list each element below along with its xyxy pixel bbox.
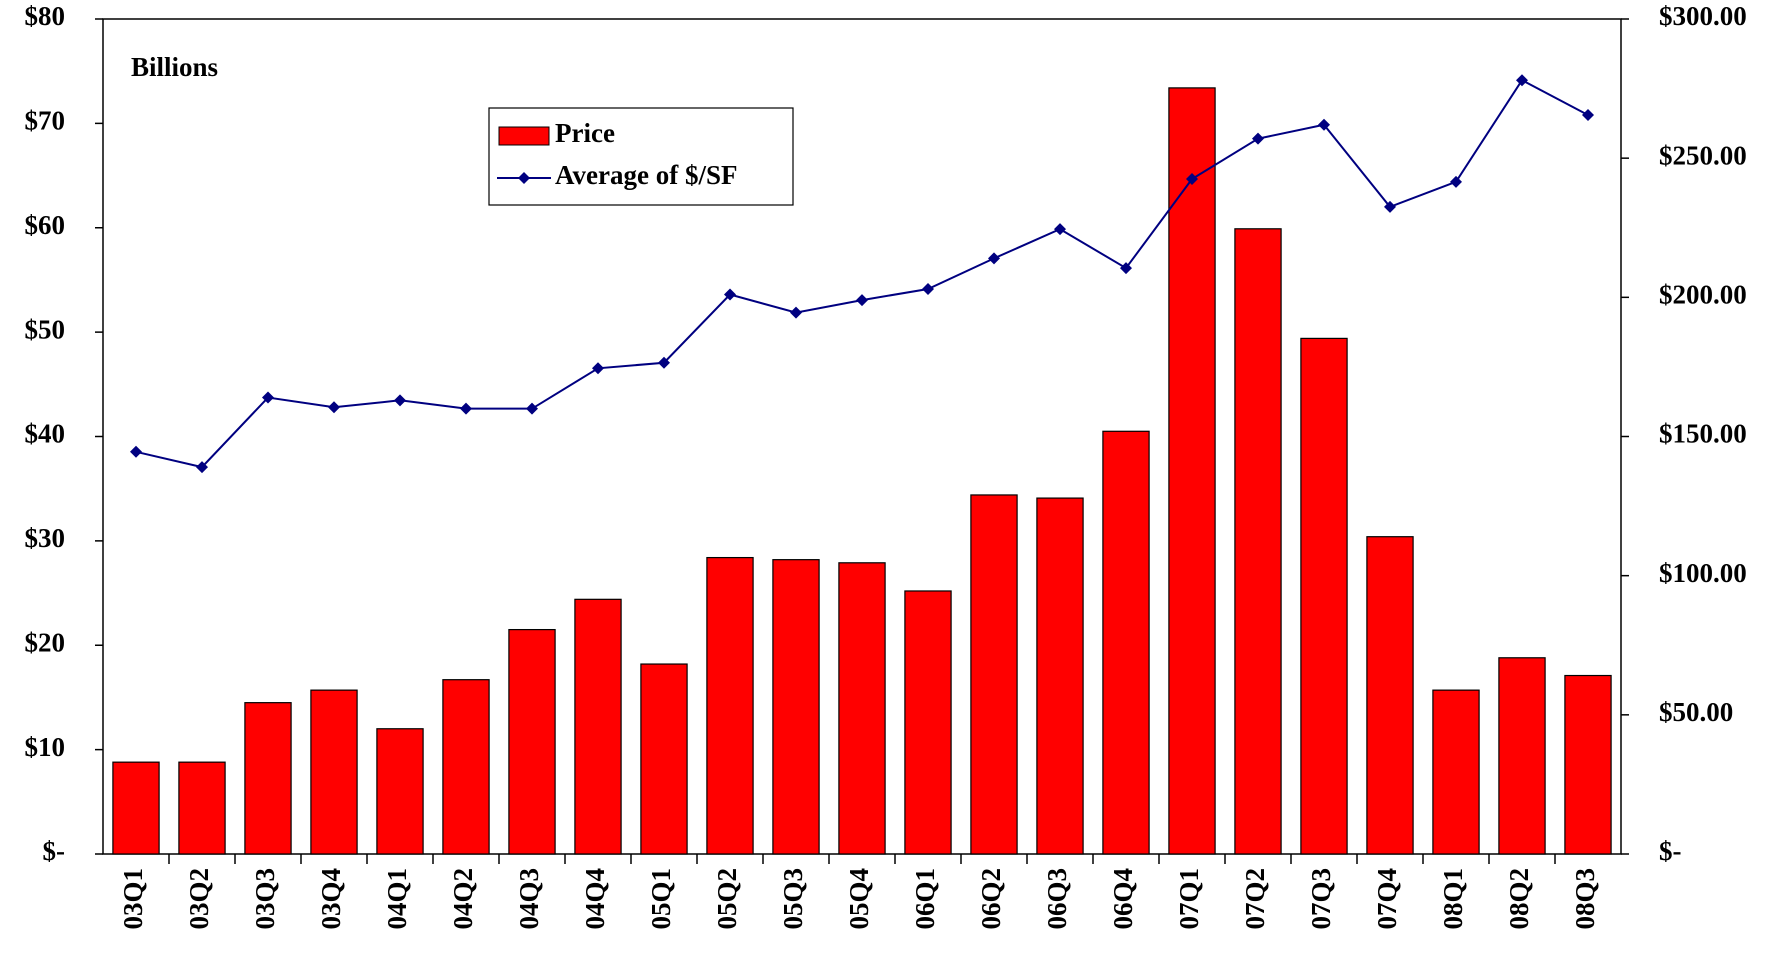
x-tick-label: 03Q2 <box>184 868 214 930</box>
y2-tick-label: $- <box>1659 836 1682 866</box>
x-tick-label: 05Q4 <box>844 868 874 930</box>
x-tick-label: 07Q2 <box>1240 868 1270 930</box>
bar <box>970 494 1018 855</box>
bar <box>508 628 556 855</box>
marker <box>328 401 340 414</box>
y-tick-label: $20 <box>25 627 66 657</box>
y2-tick-label: $250.00 <box>1659 140 1747 170</box>
marker <box>922 282 934 295</box>
marker <box>1384 200 1396 213</box>
bar <box>376 728 424 855</box>
marker <box>988 252 1000 265</box>
x-tick-label: 07Q3 <box>1306 868 1336 930</box>
y-tick-label: $10 <box>25 732 66 762</box>
bar <box>244 702 292 855</box>
x-tick-label: 04Q4 <box>580 868 610 930</box>
bar <box>1564 674 1612 855</box>
marker <box>856 294 868 307</box>
marker <box>1516 74 1528 87</box>
y2-tick-label: $50.00 <box>1659 697 1733 727</box>
marker <box>1582 109 1594 122</box>
marker <box>1252 132 1264 145</box>
x-tick-label: 06Q3 <box>1042 868 1072 930</box>
x-tick-label: 04Q3 <box>514 868 544 930</box>
bar <box>112 761 160 855</box>
marker <box>1318 118 1330 131</box>
bar <box>706 556 754 855</box>
x-tick-label: 07Q1 <box>1174 868 1204 930</box>
marker <box>130 445 142 458</box>
line <box>135 78 1589 469</box>
marker <box>1054 223 1066 236</box>
y-tick-label: $40 <box>25 419 66 449</box>
bar <box>1432 689 1480 855</box>
y2-tick-label: $200.00 <box>1659 280 1747 310</box>
x-tick-label: 05Q3 <box>778 868 808 930</box>
marker <box>658 356 670 369</box>
marker <box>526 402 538 415</box>
x-tick-label: 08Q2 <box>1504 868 1534 930</box>
marker <box>1120 262 1132 275</box>
bar <box>574 598 622 855</box>
x-tick-label: 08Q3 <box>1570 868 1600 930</box>
x-tick-label: 03Q3 <box>250 868 280 930</box>
x-tick-label: 03Q4 <box>316 868 346 930</box>
marker <box>460 402 472 415</box>
x-tick-label: 04Q2 <box>448 868 478 930</box>
legend-box <box>488 107 794 206</box>
y-tick-label: $30 <box>25 523 66 553</box>
marker <box>196 461 208 474</box>
y-tick-label: $60 <box>25 210 66 240</box>
legend-swatch <box>498 126 550 146</box>
x-tick-label: 06Q4 <box>1108 868 1138 930</box>
y-tick-label: $80 <box>25 1 66 31</box>
marker <box>1186 173 1198 186</box>
marker <box>724 288 736 301</box>
marker <box>790 306 802 319</box>
x-tick-label: 08Q1 <box>1438 868 1468 930</box>
marker <box>1450 175 1462 188</box>
bar <box>904 590 952 855</box>
x-tick-label: 04Q1 <box>382 868 412 930</box>
y-tick-label: $50 <box>25 314 66 344</box>
x-tick-label: 05Q2 <box>712 868 742 930</box>
x-tick-label: 03Q1 <box>118 868 148 930</box>
x-tick-label: 06Q2 <box>976 868 1006 930</box>
legend-marker <box>518 172 530 184</box>
bar <box>442 679 490 855</box>
y2-tick-label: $100.00 <box>1659 558 1747 588</box>
bar <box>178 761 226 855</box>
bar <box>310 689 358 855</box>
bar <box>1168 87 1216 855</box>
y2-tick-label: $150.00 <box>1659 419 1747 449</box>
bar <box>1036 497 1084 855</box>
bar <box>1300 337 1348 855</box>
marker <box>592 362 604 375</box>
legend-label: Price <box>555 118 615 148</box>
bar <box>1234 228 1282 855</box>
bar <box>1498 657 1546 855</box>
bar <box>772 559 820 855</box>
legend-label: Average of $/SF <box>555 160 737 190</box>
x-tick-label: 07Q4 <box>1372 868 1402 930</box>
bar <box>838 562 886 855</box>
y2-tick-label: $300.00 <box>1659 1 1747 31</box>
y-tick-label: $- <box>43 836 66 866</box>
bar <box>640 663 688 855</box>
marker <box>262 391 274 404</box>
x-tick-label: 05Q1 <box>646 868 676 930</box>
annotation: Billions <box>131 52 218 82</box>
bar <box>1102 430 1150 855</box>
x-tick-label: 06Q1 <box>910 868 940 930</box>
bar <box>1366 536 1414 855</box>
y-tick-label: $70 <box>25 106 66 136</box>
marker <box>394 394 406 407</box>
